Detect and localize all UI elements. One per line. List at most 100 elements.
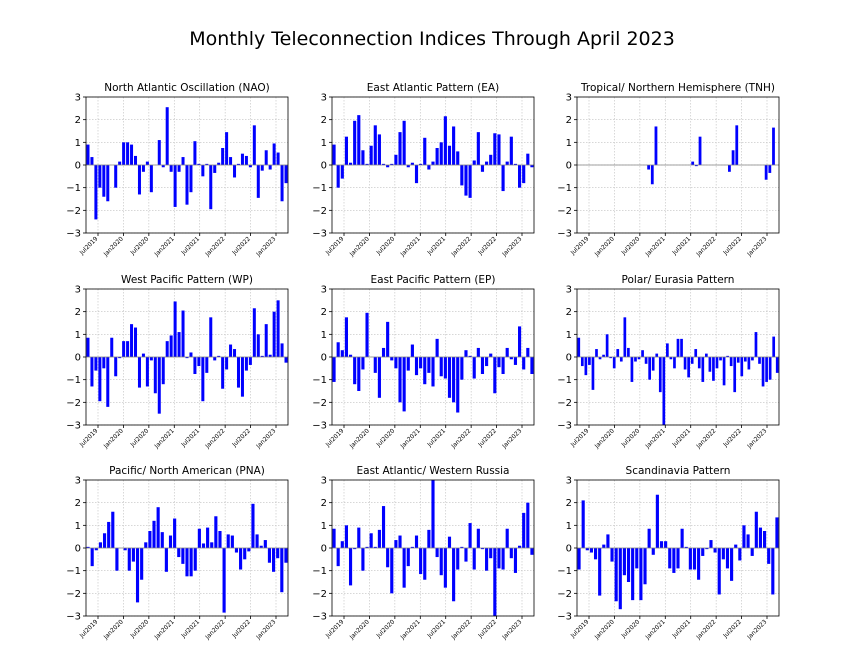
bar (609, 357, 613, 359)
bar (377, 357, 381, 398)
bar (256, 334, 260, 357)
bar (102, 165, 106, 197)
subplot-title: Pacific/ North American (PNA) (109, 465, 265, 477)
bar (501, 357, 505, 374)
bar (233, 349, 237, 357)
bar (193, 548, 197, 571)
bar (90, 157, 94, 165)
bar (513, 548, 518, 573)
bar (177, 165, 181, 172)
bar (86, 337, 90, 357)
bar (260, 355, 264, 357)
y-tick-label: −2 (557, 206, 572, 217)
bar (94, 548, 98, 551)
x-tick-label: Jan2022 (204, 618, 227, 641)
bar (616, 349, 620, 357)
bar (435, 148, 439, 165)
bar (197, 357, 201, 367)
bar (361, 357, 365, 370)
bar (472, 548, 476, 570)
y-tick-label: −3 (312, 421, 327, 432)
y-tick-label: 2 (75, 307, 81, 318)
bar (181, 548, 185, 564)
bar (134, 155, 138, 165)
bar (115, 548, 119, 571)
bar (394, 154, 398, 165)
bar (650, 165, 654, 185)
bar (193, 357, 197, 374)
bar (210, 542, 214, 548)
subplot-title: Scandinavia Pattern (626, 465, 731, 477)
bar (637, 357, 641, 360)
bar (243, 548, 247, 560)
bar (522, 357, 526, 370)
bar (654, 126, 658, 165)
bar (721, 548, 725, 560)
bar (612, 357, 616, 369)
bar (719, 357, 722, 361)
bar (209, 165, 213, 210)
bar (340, 541, 344, 548)
bar (775, 517, 779, 548)
bar (336, 342, 340, 357)
bar (165, 107, 169, 165)
bar (480, 165, 485, 172)
bar (626, 548, 631, 582)
y-tick-label: 1 (321, 521, 327, 532)
bar (761, 357, 765, 387)
x-tick-label: Jul2022 (721, 235, 743, 257)
y-tick-label: −2 (66, 206, 81, 217)
x-tick-label: Jan2020 (348, 427, 371, 450)
x-tick-label: Jul2019 (78, 427, 100, 449)
bar (185, 548, 189, 577)
bar (742, 525, 746, 548)
bar (406, 357, 410, 371)
bar (213, 357, 217, 361)
y-tick-label: 0 (566, 353, 572, 364)
bar (244, 155, 248, 165)
bar (280, 343, 284, 357)
bar (201, 357, 205, 402)
x-tick-label: Jan2023 (254, 235, 277, 258)
bar (717, 548, 721, 595)
bar (427, 165, 431, 170)
x-tick-label: Jul2021 (426, 235, 448, 257)
bar (605, 334, 609, 357)
bar (435, 548, 439, 558)
bar (244, 357, 248, 371)
bar (230, 535, 234, 548)
bar (153, 357, 157, 394)
bar (639, 548, 643, 601)
bar (731, 150, 735, 165)
y-tick-label: −3 (66, 229, 81, 240)
bar (694, 165, 698, 167)
bar (276, 548, 280, 559)
bar (197, 163, 201, 165)
bar (201, 543, 206, 548)
bar (386, 321, 390, 357)
bar (110, 337, 114, 357)
bar (493, 133, 497, 165)
subplot: East Pacific Pattern (EP) −3 −2 −1 0 1 2 3 Jul20… (312, 274, 535, 450)
y-tick-label: −2 (312, 398, 327, 409)
subplot-title: Tropical/ Northern Hemisphere (TNH) (580, 82, 775, 94)
bar (701, 548, 705, 556)
bar (348, 548, 353, 586)
bar (468, 355, 472, 357)
bar (589, 548, 593, 553)
x-tick-label: Jan2020 (593, 427, 616, 450)
bar (733, 357, 737, 393)
bar (427, 357, 431, 373)
bar (127, 548, 131, 571)
x-tick-label: Jul2022 (230, 618, 252, 640)
bar (775, 357, 779, 373)
bar (754, 511, 758, 548)
bar (602, 354, 605, 357)
bar (373, 546, 377, 548)
bar (456, 548, 460, 570)
y-tick-label: 0 (75, 544, 81, 555)
y-tick-label: 3 (321, 93, 327, 104)
bar (509, 136, 513, 165)
bar (687, 357, 690, 378)
subplot-title: East Atlantic Pattern (EA) (367, 82, 499, 94)
